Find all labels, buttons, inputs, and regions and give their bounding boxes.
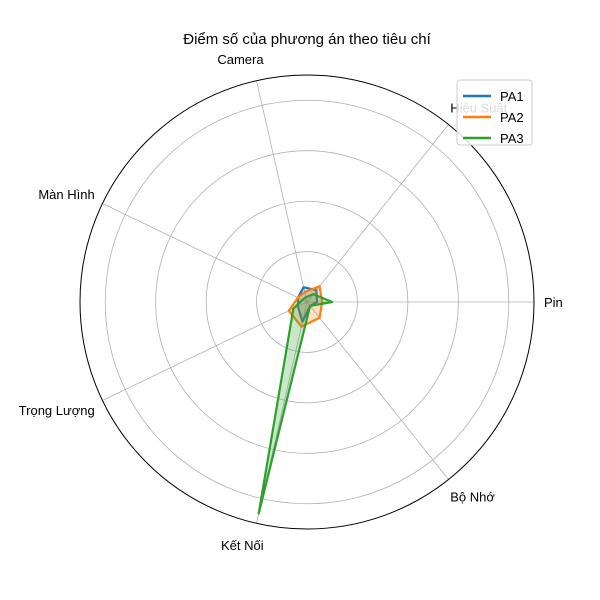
series-PA1-area [297, 287, 318, 322]
series-PA2 [287, 285, 324, 328]
axis-label-6: Kết Nối [221, 538, 264, 553]
series-PA3 [257, 293, 334, 515]
legend-label-PA2: PA2 [500, 110, 524, 125]
grid-spoke-4 [102, 203, 308, 303]
chart-title: Điểm số của phương án theo tiêu chí [183, 31, 431, 48]
outer-frame [79, 74, 535, 530]
series-PA2-line [287, 285, 324, 328]
grid-spoke-3 [256, 80, 308, 303]
axis-label-5: Trọng Lượng [19, 403, 95, 418]
legend: PA1 PA2 PA3 [456, 79, 533, 146]
legend-label-PA3: PA3 [500, 131, 524, 146]
series-PA3-area [258, 294, 333, 514]
axis-label-1: Pin [544, 295, 563, 310]
series-PA2-area [288, 286, 323, 327]
grid-spoke-5 [102, 301, 308, 401]
axis-label-4: Màn Hình [38, 187, 94, 202]
grid-spoke-7 [306, 301, 449, 480]
axis-label-3: Camera [217, 52, 264, 67]
legend-label-PA1: PA1 [500, 89, 524, 104]
grid-spoke-2 [306, 124, 449, 303]
series-layer [257, 285, 334, 515]
axis-label-7: Bộ Nhớ [450, 490, 495, 505]
series-PA3-line [257, 293, 334, 515]
